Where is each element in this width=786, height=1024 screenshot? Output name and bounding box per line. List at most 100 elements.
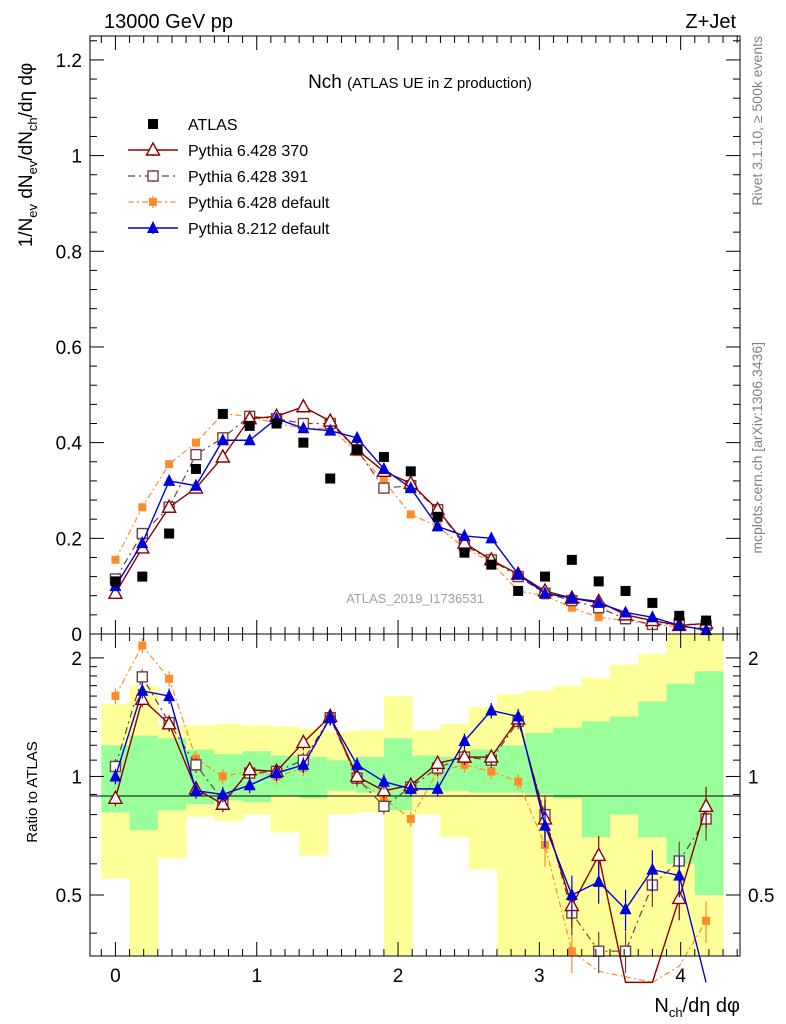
data-point (404, 481, 417, 494)
band-inner-bin (666, 683, 696, 864)
legend-marker (147, 221, 159, 233)
ratio-point (592, 874, 605, 887)
ratio-point (431, 781, 444, 794)
legend-item-p6def: Pythia 6.428 default (128, 195, 330, 212)
ratio-point (297, 757, 310, 770)
data-point (295, 398, 312, 413)
ratio-point (485, 703, 498, 716)
data-point (540, 571, 550, 582)
data-point (406, 510, 415, 519)
plot-title: Nch (ATLAS UE in Z production) (308, 72, 532, 93)
ratio-point (565, 887, 578, 900)
data-point (189, 478, 202, 491)
legend-item-p8: Pythia 8.212 default (128, 221, 330, 238)
main-plot-series (107, 398, 714, 636)
ratio-point (646, 862, 659, 875)
ratio-point (378, 800, 390, 812)
data-point (646, 610, 659, 623)
ratio-point (243, 778, 256, 791)
data-point (565, 591, 578, 604)
data-point (513, 585, 524, 596)
analysis-watermark: ATLAS_2019_I1736531 (346, 591, 484, 606)
ratio-point (619, 945, 632, 957)
ratio-series-p8 (109, 683, 707, 983)
ratio-point (591, 847, 607, 862)
ratio-point (241, 761, 258, 776)
ratio-y-tick-label: 1 (71, 767, 82, 788)
y-tick-label: 1.2 (56, 51, 82, 72)
legend-label: ATLAS (188, 117, 238, 134)
data-point (619, 605, 632, 618)
data-point (405, 466, 416, 477)
ratio-plot-series (107, 638, 714, 984)
legend-label: Pythia 6.428 default (188, 195, 330, 212)
legend-label: Pythia 6.428 391 (188, 169, 308, 186)
ratio-point (190, 759, 202, 771)
data-point (324, 423, 337, 436)
y-tick-label: 0.2 (56, 529, 82, 550)
x-tick-label: 4 (675, 966, 686, 987)
y-tick-label: 0.8 (56, 242, 82, 263)
energy-label: 13000 GeV pp (104, 11, 233, 33)
data-point (647, 597, 658, 608)
band-inner-bin (694, 671, 724, 895)
data-point (377, 461, 390, 474)
y-tick-label: 0.4 (56, 434, 83, 455)
data-point (566, 554, 577, 565)
ratio-point (165, 674, 174, 683)
data-point (161, 498, 177, 513)
data-point (190, 448, 202, 461)
legend-item-p391: Pythia 6.428 391 (128, 169, 308, 186)
data-point (325, 473, 336, 484)
data-point (592, 595, 605, 608)
ratio-point (295, 733, 312, 749)
data-point (191, 438, 200, 447)
ratio-line (114, 675, 707, 952)
legend-item-p370: Pythia 6.428 370 (128, 141, 308, 160)
data-point (216, 433, 229, 446)
ratio-plot-axes: 0.5 0.5 1 1 2 2 0 1 2 3 4 (56, 634, 774, 987)
title-sub: (ATLAS UE in Z production) (347, 75, 532, 92)
ratio-point (270, 766, 283, 779)
band-outer-bin (496, 693, 526, 956)
data-point (215, 448, 231, 463)
ratio-point (458, 734, 471, 747)
data-point (701, 615, 712, 626)
data-point (594, 613, 603, 622)
ratio-point (567, 947, 576, 956)
data-point (138, 503, 147, 512)
legend-item-atlas: ATLAS (148, 117, 238, 134)
data-point (432, 511, 443, 522)
y-tick-label: 0.6 (56, 338, 82, 359)
ratio-point (215, 795, 231, 810)
ratio-point (138, 641, 147, 650)
ratio-point (377, 774, 390, 787)
ratio-y-tick-label: 0.5 (56, 886, 82, 907)
data-point (107, 584, 124, 600)
mcplots-site-label: mcplots.cern.ch [arXiv:1306.3436] (749, 342, 765, 554)
data-point (164, 528, 175, 539)
ratio-point (351, 757, 364, 770)
ratio-point (218, 772, 227, 781)
data-point (110, 576, 121, 587)
band-inner-bin (157, 738, 187, 811)
legend-marker (147, 170, 159, 182)
band-inner-bin (638, 701, 668, 838)
x-axis-label: Nch/dη dφ (654, 995, 740, 1020)
x-tick-label: 1 (251, 966, 262, 987)
legend-marker (149, 198, 157, 206)
data-point (297, 421, 310, 434)
data-point (352, 444, 363, 455)
band-inner-bin (610, 716, 639, 815)
data-point (486, 559, 497, 570)
data-point (111, 555, 120, 564)
rivet-version-label: Rivet 3.1.10, ≥ 500k events (749, 36, 765, 206)
data-point (673, 618, 686, 631)
data-point (298, 437, 309, 448)
ratio-point (161, 715, 177, 730)
ratio-point (539, 818, 551, 831)
data-point (271, 418, 282, 429)
y-tick-label: 1 (71, 147, 82, 168)
ratio-point (673, 868, 686, 881)
